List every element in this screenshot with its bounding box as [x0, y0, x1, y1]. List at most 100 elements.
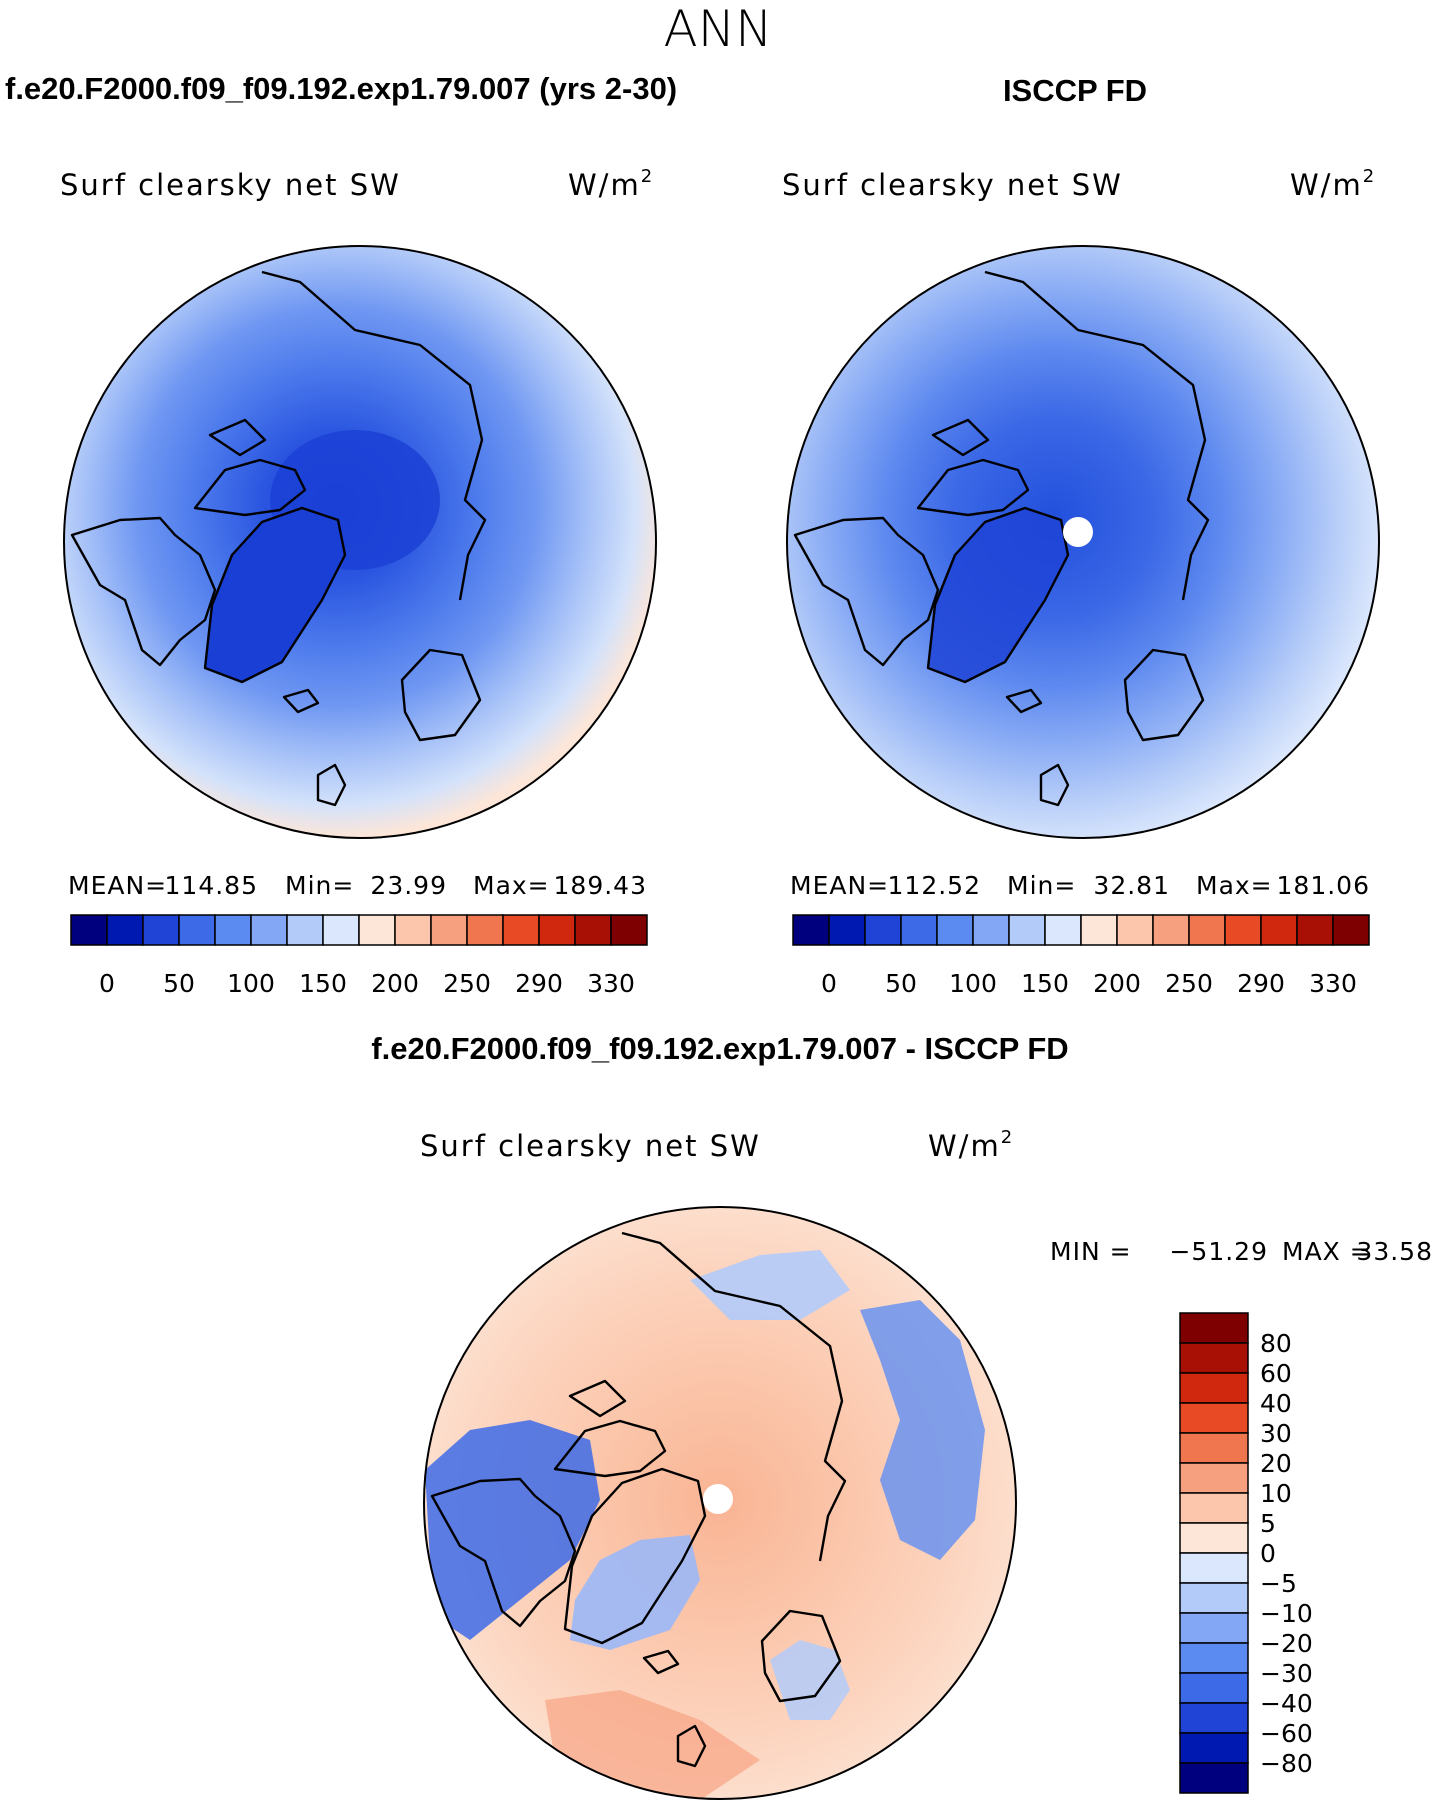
panel-diff-colorbar-tick-label: −60 [1260, 1719, 1313, 1748]
panel-diff-colorbar-box-9 [1179, 1582, 1249, 1614]
panel-obs-min-value: 32.81 [1093, 871, 1170, 900]
panel-obs-coast-uk [1039, 763, 1070, 807]
panel-obs-colorbar-box-5 [972, 914, 1010, 946]
panel-obs-colorbar-tick-label: 250 [1165, 969, 1213, 998]
panel-obs-greenland-field [928, 508, 1068, 682]
panel-obs-stats: MEAN= 112.52 Min= 32.81 Max= 181.06 [790, 871, 1370, 900]
panel-diff-colorbar-box-6 [1179, 1492, 1249, 1524]
panel-obs-mean-label: MEAN= [790, 871, 889, 900]
panel-diff-max-value: 33.58 [1356, 1237, 1433, 1266]
panel-diff-coastlines [430, 1231, 847, 1768]
panel-obs-colorbar-tick-label: 50 [885, 969, 917, 998]
panel-obs-colorbar-box-15 [1332, 914, 1370, 946]
panel-model-stats: MEAN= 114.85 Min= 23.99 Max= 189.43 [68, 871, 647, 900]
panel-diff-stats: MIN = −51.29 MAX = 33.58 [1050, 1237, 1433, 1266]
panel-diff-colorbar-box-12 [1179, 1672, 1249, 1704]
panel-obs-colorbar-box-10 [1152, 914, 1190, 946]
panel-model-coast-scandinavia [400, 648, 482, 742]
panel-obs-colorbar-box-6 [1008, 914, 1046, 946]
panel-diff-min-label: MIN = [1050, 1237, 1132, 1266]
panel-model-colorbar-box-2 [142, 914, 180, 946]
panel-model-colorbar-tick-label: 0 [99, 969, 115, 998]
panel-diff-coast-siberia [621, 1231, 847, 1562]
panel-diff-coast-canada [430, 1477, 577, 1628]
panel-diff-map [424, 1207, 1016, 1799]
panel-model-colorbar-box-0 [70, 914, 108, 946]
panel-diff-colorbar-box-7 [1179, 1522, 1249, 1554]
panel-diff-colorbar-tick-label: 5 [1260, 1509, 1276, 1538]
panel-diff-colorbar-tick-label: 10 [1260, 1479, 1292, 1508]
panel-model-mean-value: 114.85 [165, 871, 258, 900]
panel-diff-colorbar-tick-label: −5 [1260, 1569, 1297, 1598]
panel-model-colorbar-box-11 [466, 914, 504, 946]
panel-model-min-value: 23.99 [370, 871, 447, 900]
panel-model-coast-iceland [282, 688, 320, 714]
panel-model-colorbar [70, 914, 648, 946]
panel-model-units-exp: 2 [641, 166, 654, 187]
panel-model-colorbar-box-4 [214, 914, 252, 946]
right-case-title: ISCCP FD [1003, 73, 1147, 108]
panel-model-coast-canada [70, 516, 217, 667]
panel-diff-boundary [423, 1206, 1017, 1800]
panel-obs-units-exp: 2 [1363, 166, 1376, 187]
panel-model-map [64, 246, 656, 838]
panel-diff-colorbar-box-14 [1179, 1732, 1249, 1764]
panel-obs-max-value: 181.06 [1277, 871, 1370, 900]
panel-obs-colorbar-box-13 [1260, 914, 1298, 946]
panel-obs-colorbar-box-8 [1080, 914, 1118, 946]
panel-model-colorbar-box-10 [430, 914, 468, 946]
panel-model-coast-uk [316, 763, 347, 807]
season-title: ANN [663, 0, 772, 58]
panel-obs-coast-scandinavia [1123, 648, 1205, 742]
panel-obs: Surf clearsky net SW W/m2 MEAN= 112.52 M… [782, 166, 1380, 998]
panel-model-colorbar-box-5 [250, 914, 288, 946]
panel-obs-variable: Surf clearsky net SW [782, 168, 1123, 202]
panel-diff-colorbar-tick-label: 20 [1260, 1449, 1292, 1478]
panel-model-min-label: Min= [285, 871, 354, 900]
panel-diff-neg-canada [425, 1420, 600, 1640]
panel-model-greenland-field [205, 508, 345, 682]
panel-diff-colorbar-box-8 [1179, 1552, 1249, 1584]
panel-model-coast-archipelago [193, 418, 307, 517]
panel-obs-colorbar-ticks: 0 50 100 150 200 250 290 330 [821, 969, 1357, 998]
panel-model-colorbar-box-7 [322, 914, 360, 946]
panel-model-colorbar-box-1 [106, 914, 144, 946]
panel-diff-colorbar-tick-label: −20 [1260, 1629, 1313, 1658]
panel-model-colorbar-box-9 [394, 914, 432, 946]
panel-diff-colorbar-box-0 [1179, 1312, 1249, 1344]
panel-obs-colorbar-box-14 [1296, 914, 1334, 946]
panel-obs-colorbar-box-9 [1116, 914, 1154, 946]
panel-obs-colorbar-box-2 [864, 914, 902, 946]
panel-model-colorbar-box-3 [178, 914, 216, 946]
panel-obs-colorbar-tick-label: 150 [1021, 969, 1069, 998]
panel-diff: Surf clearsky net SW W/m2 MIN = [420, 1127, 1433, 1800]
panel-diff-colorbar-tick-label: −10 [1260, 1599, 1313, 1628]
panel-obs-colorbar-tick-label: 330 [1309, 969, 1357, 998]
panel-diff-colorbar-box-10 [1179, 1612, 1249, 1644]
panel-diff-pole-missing [703, 1484, 733, 1514]
panel-diff-colorbar-tick-label: 40 [1260, 1389, 1292, 1418]
panel-obs-coast-greenland [926, 506, 1070, 684]
panel-model-max-value: 189.43 [554, 871, 647, 900]
panel-model-units-base: W/m [568, 168, 641, 202]
panel-obs-boundary [786, 245, 1380, 839]
panel-diff-colorbar-box-5 [1179, 1462, 1249, 1494]
panel-diff-colorbar-box-3 [1179, 1402, 1249, 1434]
panel-model-colorbar-ticks: 0 50 100 150 200 250 290 330 [99, 969, 635, 998]
panel-obs-units-base: W/m [1290, 168, 1363, 202]
panel-obs-colorbar-box-4 [936, 914, 974, 946]
panel-diff-colorbar [1179, 1312, 1249, 1794]
panel-diff-max-label: MAX = [1282, 1237, 1372, 1266]
panel-obs-colorbar-box-12 [1224, 914, 1262, 946]
panel-diff-colorbar-tick-label: −30 [1260, 1659, 1313, 1688]
panel-diff-coast-archipelago [553, 1379, 667, 1478]
panel-obs-colorbar-tick-label: 100 [949, 969, 997, 998]
panel-model-colorbar-tick-label: 250 [443, 969, 491, 998]
panel-obs-colorbar-box-0 [792, 914, 830, 946]
panel-obs-mean-value: 112.52 [888, 871, 981, 900]
panel-diff-colorbar-box-13 [1179, 1702, 1249, 1734]
panel-diff-neg-pacific [860, 1300, 985, 1560]
panel-model-coast-greenland [203, 506, 347, 684]
panel-obs-colorbar-box-1 [828, 914, 866, 946]
